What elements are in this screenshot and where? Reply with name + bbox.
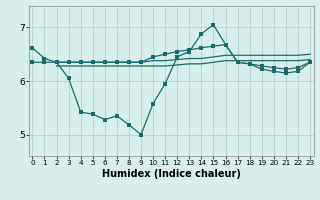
X-axis label: Humidex (Indice chaleur): Humidex (Indice chaleur) [102,169,241,179]
